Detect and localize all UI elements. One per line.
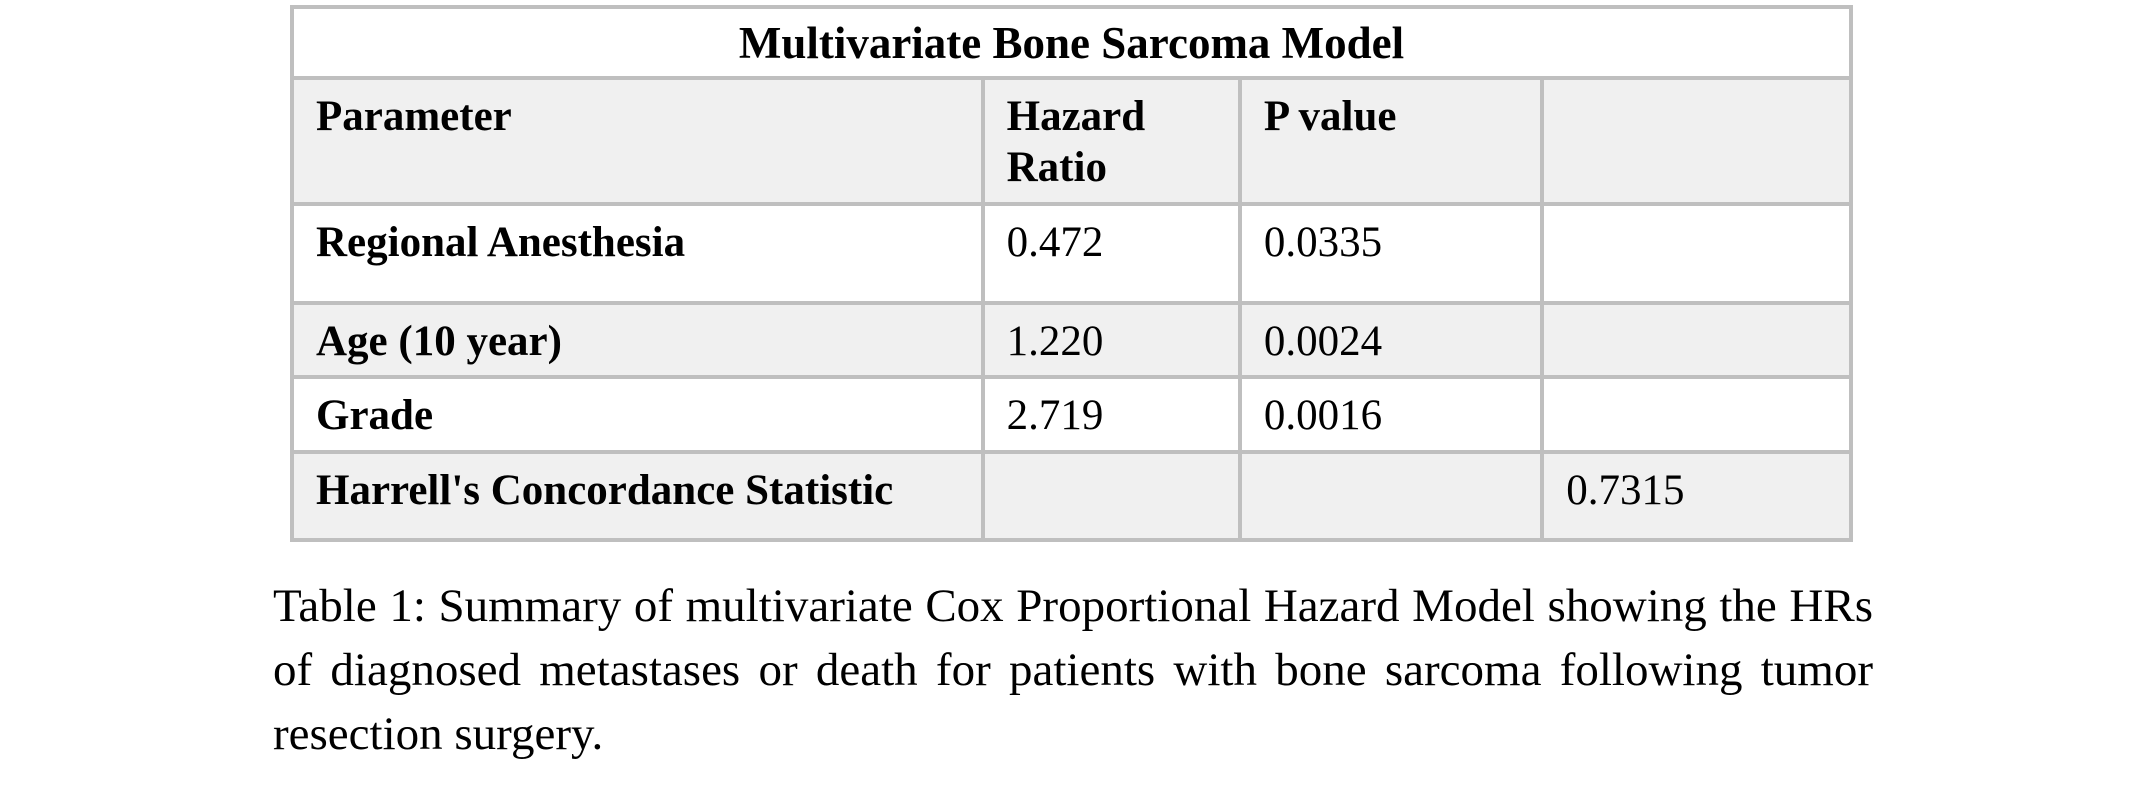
p-value-cell: 0.0024 (1237, 300, 1545, 380)
table-title-row: Multivariate Bone Sarcoma Model (290, 4, 1853, 81)
p-value-cell (1237, 450, 1545, 543)
column-header-parameter: Parameter (290, 76, 985, 206)
hazard-ratio-cell (980, 450, 1242, 543)
table-row: Harrell's Concordance Statistic 0.7315 (290, 450, 1853, 543)
table-row: Regional Anesthesia 0.472 0.0335 (290, 201, 1853, 305)
parameter-cell: Age (10 year) (290, 300, 985, 380)
parameter-cell: Grade (290, 375, 985, 455)
table-caption: Table 1: Summary of multivariate Cox Pro… (273, 580, 1873, 760)
statistic-cell: 0.7315 (1540, 450, 1853, 543)
column-header-hazard-ratio: Hazard Ratio (980, 76, 1242, 206)
p-value-cell: 0.0016 (1237, 375, 1545, 455)
hazard-ratio-cell: 2.719 (980, 375, 1242, 455)
column-header-blank (1540, 76, 1853, 206)
multivariate-model-table: Multivariate Bone Sarcoma Model Paramete… (290, 4, 1853, 543)
statistic-cell (1540, 300, 1853, 380)
p-value-cell: 0.0335 (1237, 201, 1545, 305)
table-row: Age (10 year) 1.220 0.0024 (290, 300, 1853, 380)
statistic-cell (1540, 375, 1853, 455)
results-table-container: Multivariate Bone Sarcoma Model Paramete… (290, 4, 1853, 543)
table-header-row: Parameter Hazard Ratio P value (290, 76, 1853, 206)
table-title: Multivariate Bone Sarcoma Model (290, 4, 1853, 81)
column-header-p-value: P value (1237, 76, 1545, 206)
parameter-cell: Regional Anesthesia (290, 201, 985, 305)
hazard-ratio-cell: 0.472 (980, 201, 1242, 305)
table-row: Grade 2.719 0.0016 (290, 375, 1853, 455)
hazard-ratio-cell: 1.220 (980, 300, 1242, 380)
statistic-cell (1540, 201, 1853, 305)
parameter-cell: Harrell's Concordance Statistic (290, 450, 985, 543)
